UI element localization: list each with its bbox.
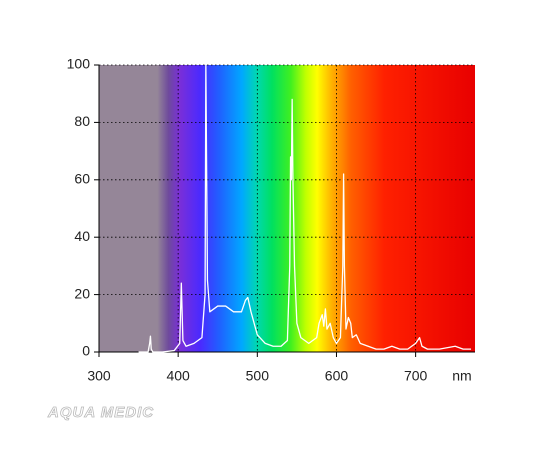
y-tick-label: 20 [74, 285, 90, 301]
x-tick-label: 500 [246, 368, 270, 384]
watermark: AQUA MEDIC [47, 404, 154, 421]
x-axis-label: nm [452, 368, 471, 384]
x-tick-label: 600 [325, 368, 349, 384]
spectrum-background [99, 65, 475, 352]
y-tick-label: 80 [74, 113, 90, 129]
y-tick-label: 0 [82, 343, 90, 359]
y-tick-label: 40 [74, 228, 90, 244]
x-tick-label: 300 [87, 368, 111, 384]
y-tick-label: 100 [67, 56, 91, 72]
x-tick-label: 700 [404, 368, 428, 384]
y-tick-label: 60 [74, 171, 90, 187]
spectrum-line [138, 64, 472, 353]
x-tick-label: 400 [166, 368, 190, 384]
